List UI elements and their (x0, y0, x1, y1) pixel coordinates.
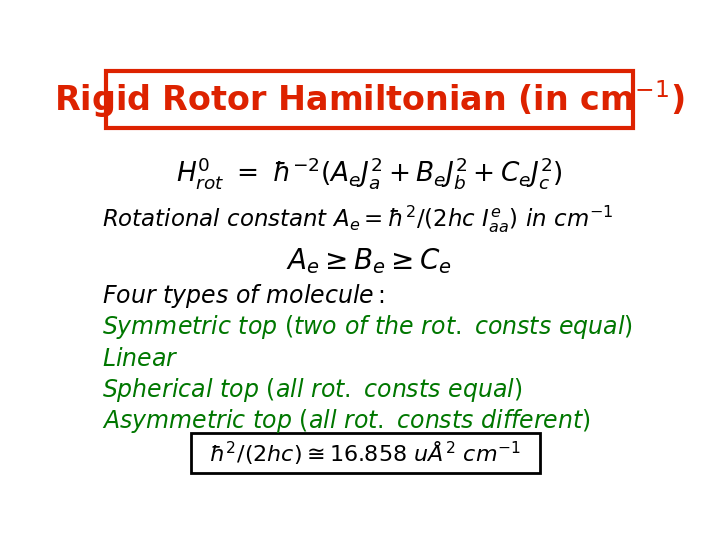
Text: $\mathit{\hbar^2/(2hc) \cong 16.858\ u\AA^2\ cm^{-1}}$: $\mathit{\hbar^2/(2hc) \cong 16.858\ u\A… (209, 439, 521, 467)
Bar (106, 71, 632, 128)
Bar (191, 433, 539, 473)
Text: $\mathit{H}_{\mathit{rot}}^{0}\ =\ \mathit{\hbar}^{-2}\mathit{(A_e J_a^2 + B_e J: $\mathit{H}_{\mathit{rot}}^{0}\ =\ \math… (176, 154, 562, 191)
Text: $\mathit{A_e \geq B_e \geq C_e}$: $\mathit{A_e \geq B_e \geq C_e}$ (286, 246, 452, 276)
Text: $\mathit{Linear}$: $\mathit{Linear}$ (102, 347, 179, 371)
Text: Rigid Rotor Hamiltonian (in cm$^{-1}$): Rigid Rotor Hamiltonian (in cm$^{-1}$) (54, 78, 684, 120)
Text: $\mathit{Four\ types\ of\ molecule:}$: $\mathit{Four\ types\ of\ molecule:}$ (102, 282, 385, 310)
Text: $\mathit{Spherical\ top\ (all\ rot.\ consts\ equal)}$: $\mathit{Spherical\ top\ (all\ rot.\ con… (102, 376, 523, 404)
Text: $\mathit{Symmetric\ top\ (two\ of\ the\ rot.\ consts\ equal)}$: $\mathit{Symmetric\ top\ (two\ of\ the\ … (102, 313, 633, 341)
Text: $\mathit{Asymmetric\ top\ (all\ rot.\ consts\ different)}$: $\mathit{Asymmetric\ top\ (all\ rot.\ co… (102, 407, 591, 435)
Text: $\mathit{Rotational\ constant\ A_e = \hbar^2/(2hc\ I_{aa}^{e})\ in\ cm^{-1}}$: $\mathit{Rotational\ constant\ A_e = \hb… (102, 203, 614, 235)
